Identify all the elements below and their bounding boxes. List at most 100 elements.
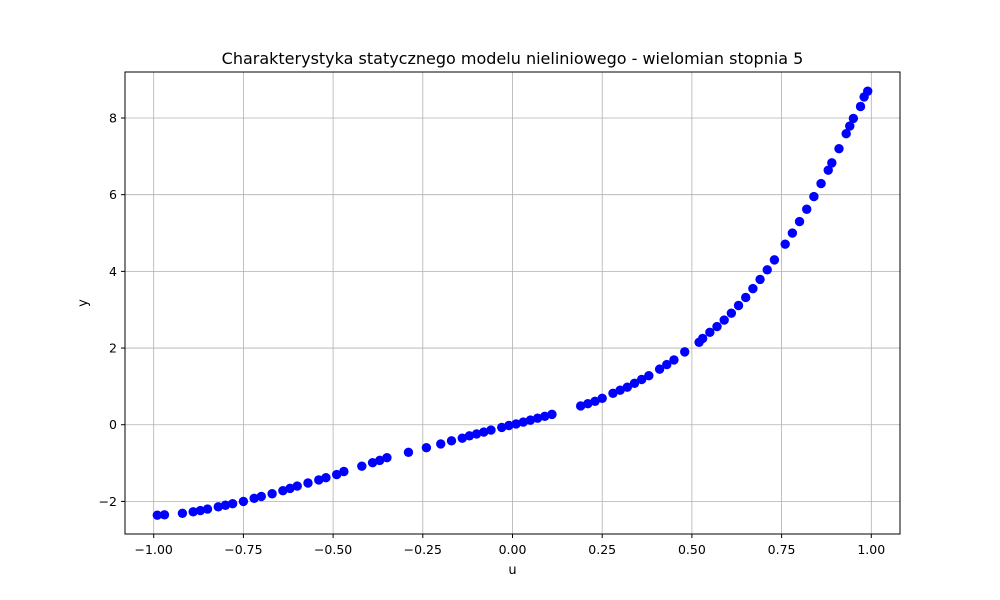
x-tick-label: −1.00 xyxy=(135,542,173,557)
data-point xyxy=(636,374,647,385)
x-tick-label: −0.25 xyxy=(404,542,442,557)
data-point xyxy=(827,158,837,168)
data-point xyxy=(809,191,819,202)
data-point xyxy=(220,500,231,510)
data-point xyxy=(367,457,378,468)
data-point xyxy=(227,499,238,509)
data-point xyxy=(152,510,162,520)
x-tick-label: 0.00 xyxy=(499,542,527,557)
x-tick-label: 0.75 xyxy=(768,542,796,557)
y-tick-label: 4 xyxy=(109,264,117,279)
data-point xyxy=(848,113,859,124)
chart-title: Charakterystyka statycznego modelu nieli… xyxy=(222,49,804,68)
data-point xyxy=(504,420,514,431)
data-point xyxy=(314,475,324,485)
data-point xyxy=(547,409,557,420)
data-point xyxy=(748,283,758,294)
x-tick-label: −0.50 xyxy=(314,542,352,557)
y-axis-label: y xyxy=(76,299,91,307)
y-tick-label: 2 xyxy=(109,341,117,356)
data-point xyxy=(733,300,744,311)
data-point xyxy=(518,417,528,427)
data-point xyxy=(712,321,722,332)
data-point xyxy=(823,165,833,175)
y-tick-label: 6 xyxy=(109,187,117,202)
data-point xyxy=(267,489,277,499)
data-point xyxy=(339,466,349,477)
data-point xyxy=(615,385,625,395)
data-point xyxy=(471,429,482,439)
data-point xyxy=(845,121,855,131)
data-point xyxy=(769,255,780,265)
data-point xyxy=(213,502,223,512)
data-point xyxy=(511,419,521,429)
data-point xyxy=(575,401,586,411)
y-tick-label: 0 xyxy=(109,417,117,432)
data-point xyxy=(403,447,414,458)
data-point xyxy=(834,143,844,154)
data-point xyxy=(278,485,288,496)
data-point xyxy=(249,493,259,504)
data-point xyxy=(654,364,665,374)
data-point xyxy=(629,378,640,389)
data-point xyxy=(622,382,633,392)
data-point xyxy=(188,507,198,517)
y-axis-ticks: −2 0 2 4 6 8 xyxy=(99,111,125,509)
data-point xyxy=(662,359,672,370)
data-point xyxy=(421,443,432,453)
data-point xyxy=(532,413,543,423)
data-point xyxy=(762,265,772,275)
data-point xyxy=(741,292,751,303)
data-point xyxy=(464,431,475,441)
data-point xyxy=(486,425,496,435)
data-point xyxy=(863,86,873,96)
data-point xyxy=(321,472,331,483)
data-point xyxy=(802,204,812,214)
data-point xyxy=(726,308,737,318)
y-tick-label: −2 xyxy=(99,494,117,509)
y-tick-label: 8 xyxy=(109,111,117,126)
data-point xyxy=(375,455,385,466)
x-tick-label: 0.50 xyxy=(678,542,706,557)
data-point xyxy=(285,483,295,494)
data-point xyxy=(608,388,618,398)
x-tick-label: 0.25 xyxy=(588,542,616,557)
data-point xyxy=(794,216,805,227)
data-point xyxy=(256,491,267,502)
data-point xyxy=(436,439,446,449)
data-point xyxy=(238,496,249,507)
x-axis-label: u xyxy=(508,563,516,578)
data-point xyxy=(705,327,715,338)
data-point xyxy=(195,505,206,516)
data-point xyxy=(177,508,188,518)
data-point xyxy=(855,101,866,112)
data-point xyxy=(787,228,798,238)
data-point xyxy=(719,315,729,325)
data-point xyxy=(597,393,607,403)
data-point xyxy=(303,478,313,488)
data-point xyxy=(525,415,536,425)
data-point xyxy=(590,396,600,407)
data-point xyxy=(755,274,765,285)
data-point xyxy=(680,347,690,357)
data-point xyxy=(382,453,392,463)
data-point xyxy=(540,411,550,421)
data-point xyxy=(446,436,457,446)
data-point xyxy=(497,422,507,433)
data-point xyxy=(202,504,213,514)
data-point xyxy=(841,129,851,139)
data-point xyxy=(583,398,593,409)
data-point xyxy=(697,333,708,344)
data-point xyxy=(292,481,302,491)
x-tick-label: −0.75 xyxy=(224,542,262,557)
data-point xyxy=(357,461,367,471)
data-point xyxy=(669,355,679,365)
data-point xyxy=(479,427,489,437)
data-point xyxy=(159,510,170,520)
x-axis-ticks: −1.00 −0.75 −0.50 −0.25 0.00 0.25 0.50 0.75 1.00 xyxy=(135,534,885,557)
data-points xyxy=(152,86,873,520)
x-tick-label: 1.00 xyxy=(857,542,885,557)
data-point xyxy=(457,433,467,443)
